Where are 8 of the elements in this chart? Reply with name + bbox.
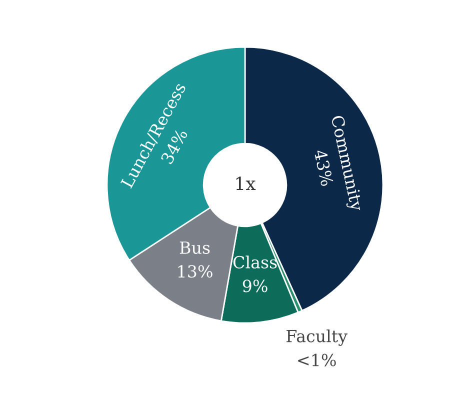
data-label: 9% [242, 280, 268, 292]
slice-label: Bus [180, 242, 210, 254]
slice-label: Faculty [286, 329, 348, 346]
slice-label: Class [233, 256, 277, 268]
data-label: 43% [314, 149, 334, 186]
text: 1x [236, 176, 256, 190]
data-label: 13% [178, 265, 212, 278]
data-label: <1% [298, 354, 336, 366]
